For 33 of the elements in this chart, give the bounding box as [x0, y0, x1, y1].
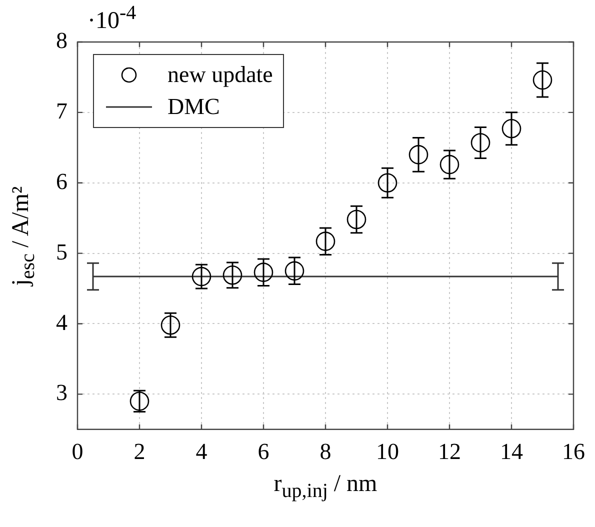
y-tick-label: 4	[56, 310, 68, 335]
point	[222, 265, 242, 285]
point	[532, 70, 552, 90]
x-tick-label: 10	[376, 439, 399, 464]
x-tick-label: 16	[562, 439, 585, 464]
point	[316, 232, 336, 251]
text: ·10$^{-4}$	[88, 2, 136, 35]
point	[254, 262, 274, 282]
x-tick-label: 14	[500, 439, 524, 464]
point	[470, 133, 490, 152]
point	[440, 154, 460, 174]
point	[130, 392, 150, 411]
legend-label: DMC	[168, 94, 220, 120]
x-tick-label: 4	[196, 439, 208, 464]
point	[192, 266, 212, 286]
point	[284, 261, 304, 281]
y-tick-label: 7	[56, 98, 68, 124]
y-tick-label: 8	[56, 28, 68, 54]
point	[346, 210, 366, 230]
x-tick-label: 0	[72, 439, 84, 464]
y-tick-label: 3	[56, 380, 68, 406]
x-tick-label: 2	[134, 439, 146, 464]
x-tick-label: 12	[438, 439, 461, 464]
y-tick-label: 5	[56, 239, 68, 264]
y-tick-label: 6	[56, 168, 68, 194]
point	[160, 316, 180, 335]
point	[502, 118, 522, 138]
x-axis-title: r$_{up,inj}$ / nm	[274, 471, 378, 504]
point	[408, 145, 428, 164]
point	[378, 173, 398, 193]
x-tick-label: 8	[320, 439, 332, 464]
x-tick-label: 6	[258, 439, 270, 464]
legend-label: new update	[168, 62, 273, 88]
